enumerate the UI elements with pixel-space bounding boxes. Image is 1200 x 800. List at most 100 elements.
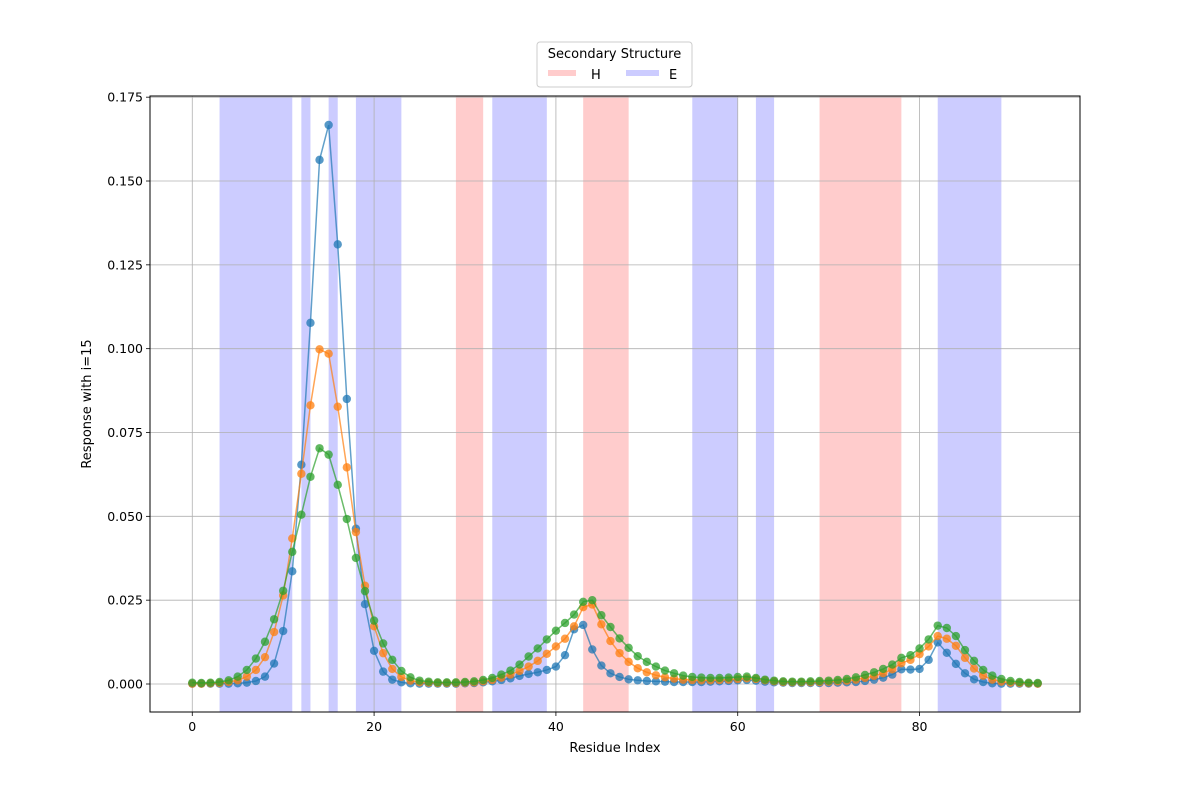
series-2-point-27 (433, 678, 442, 687)
series-1-point-15 (324, 349, 333, 358)
series-0-point-22 (388, 675, 397, 684)
series-0-point-81 (924, 655, 933, 665)
series-2-point-25 (415, 676, 424, 685)
axis-ticks: 0 20 40 60 80 0.000 0.025 0.050 0.075 0.100 0.125 0… (107, 90, 927, 734)
series-2-point-67 (797, 677, 806, 686)
series-0-point-10 (278, 626, 288, 636)
series-0-point-83 (942, 648, 952, 658)
legend-entry-e: E (626, 68, 677, 83)
x-tick-label-0: 0 (188, 719, 196, 734)
series-1-line (192, 348, 1038, 685)
y-axis-label: Response with i=15 (80, 339, 95, 468)
series-2-point-4 (224, 676, 233, 685)
series-2-point-57 (706, 673, 715, 683)
series-1-point-16 (333, 402, 342, 411)
series-2-point-78 (897, 653, 906, 663)
series-2-point-22 (388, 655, 397, 665)
y-tick-label-7: 0.175 (107, 90, 143, 105)
series-2-point-29 (451, 678, 461, 687)
series-2-point-71 (833, 675, 842, 685)
series-2-point-53 (669, 669, 679, 678)
series-0-point-19 (360, 599, 370, 609)
series-2-point-62 (751, 673, 761, 683)
series-2-point-14 (315, 444, 324, 453)
series-0-point-84 (951, 659, 961, 669)
series-2-point-93 (1033, 678, 1042, 688)
series-2-point-13 (306, 472, 315, 481)
region-e-3 (355, 96, 402, 712)
series-1-point-12 (297, 469, 306, 478)
series-1-point-42 (569, 622, 579, 631)
series-1-point-14 (315, 345, 324, 354)
region-e-5 (492, 96, 547, 712)
series-0-point-45 (597, 661, 606, 670)
series-0-point-21 (378, 667, 388, 676)
series-0-line (192, 124, 1038, 685)
series-2-point-85 (960, 645, 970, 655)
series-2-point-83 (942, 623, 952, 633)
y-tick-label-3: 0.075 (107, 425, 143, 440)
series-1-point-84 (951, 641, 961, 650)
series-2-point-28 (442, 678, 452, 687)
series-1-point-6 (242, 672, 252, 681)
series-2-point-1 (197, 678, 206, 688)
series-1-point-45 (597, 620, 606, 629)
series-1-point-23 (397, 672, 406, 682)
series-2-point-61 (742, 672, 752, 681)
series-2-point-30 (460, 677, 470, 687)
series-0-point-6 (242, 678, 252, 687)
series-2-point-65 (778, 677, 788, 686)
series-2-point-73 (851, 673, 861, 682)
series-1-point-51 (651, 671, 661, 680)
legend-swatch-h (548, 70, 576, 76)
series-2-point-52 (660, 666, 670, 675)
series-2-point-66 (788, 677, 797, 686)
series-2-point-84 (951, 631, 961, 641)
series-2-point-89 (997, 674, 1006, 684)
series-2-point-43 (578, 597, 588, 607)
region-h-6 (583, 96, 629, 712)
series-0-point-79 (906, 665, 915, 674)
legend-swatch-e (626, 70, 659, 76)
legend-title: Secondary Structure (548, 47, 681, 62)
series-2-point-2 (206, 678, 215, 687)
series-0-point-14 (315, 155, 324, 165)
series-0-point-43 (578, 620, 588, 630)
series-0-point-51 (651, 677, 661, 686)
region-h-9 (819, 96, 902, 712)
series-1-point-21 (378, 648, 388, 658)
series-2-point-72 (842, 674, 852, 684)
series-2-point-10 (278, 586, 288, 595)
series-2-point-38 (533, 644, 542, 653)
series-1-point-39 (542, 649, 552, 659)
series-2-point-34 (497, 670, 506, 679)
series-2-point-45 (597, 611, 606, 620)
series-2-point-8 (260, 637, 270, 646)
series-2-point-49 (633, 651, 642, 661)
series-2-point-32 (478, 675, 488, 685)
series-2-point-37 (524, 652, 533, 661)
series-1-point-13 (306, 401, 315, 410)
series-0-point-44 (588, 645, 597, 654)
series-2-point-74 (860, 670, 870, 680)
series-1-point-46 (606, 636, 615, 646)
legend-label-h: H (591, 68, 601, 83)
series-2-point-54 (678, 671, 688, 680)
series-2-point-86 (969, 656, 979, 666)
series-2-point-26 (424, 677, 433, 686)
x-tick-label-3: 60 (730, 719, 746, 734)
series-0-point-41 (560, 650, 570, 660)
series-0-point-47 (615, 672, 624, 682)
series-2-point-79 (906, 650, 915, 660)
series-0-point-86 (969, 675, 979, 684)
series-1-point-50 (642, 668, 652, 677)
series-0-point-17 (342, 394, 352, 404)
series-1-point-86 (969, 664, 979, 673)
series-1-point-83 (942, 634, 952, 643)
series-2-point-7 (251, 654, 261, 663)
series-0-point-49 (633, 676, 642, 685)
series-1-point-41 (560, 634, 570, 643)
region-h-4 (455, 96, 484, 712)
series-2-point-63 (760, 675, 770, 684)
series-1-point-52 (660, 673, 670, 682)
